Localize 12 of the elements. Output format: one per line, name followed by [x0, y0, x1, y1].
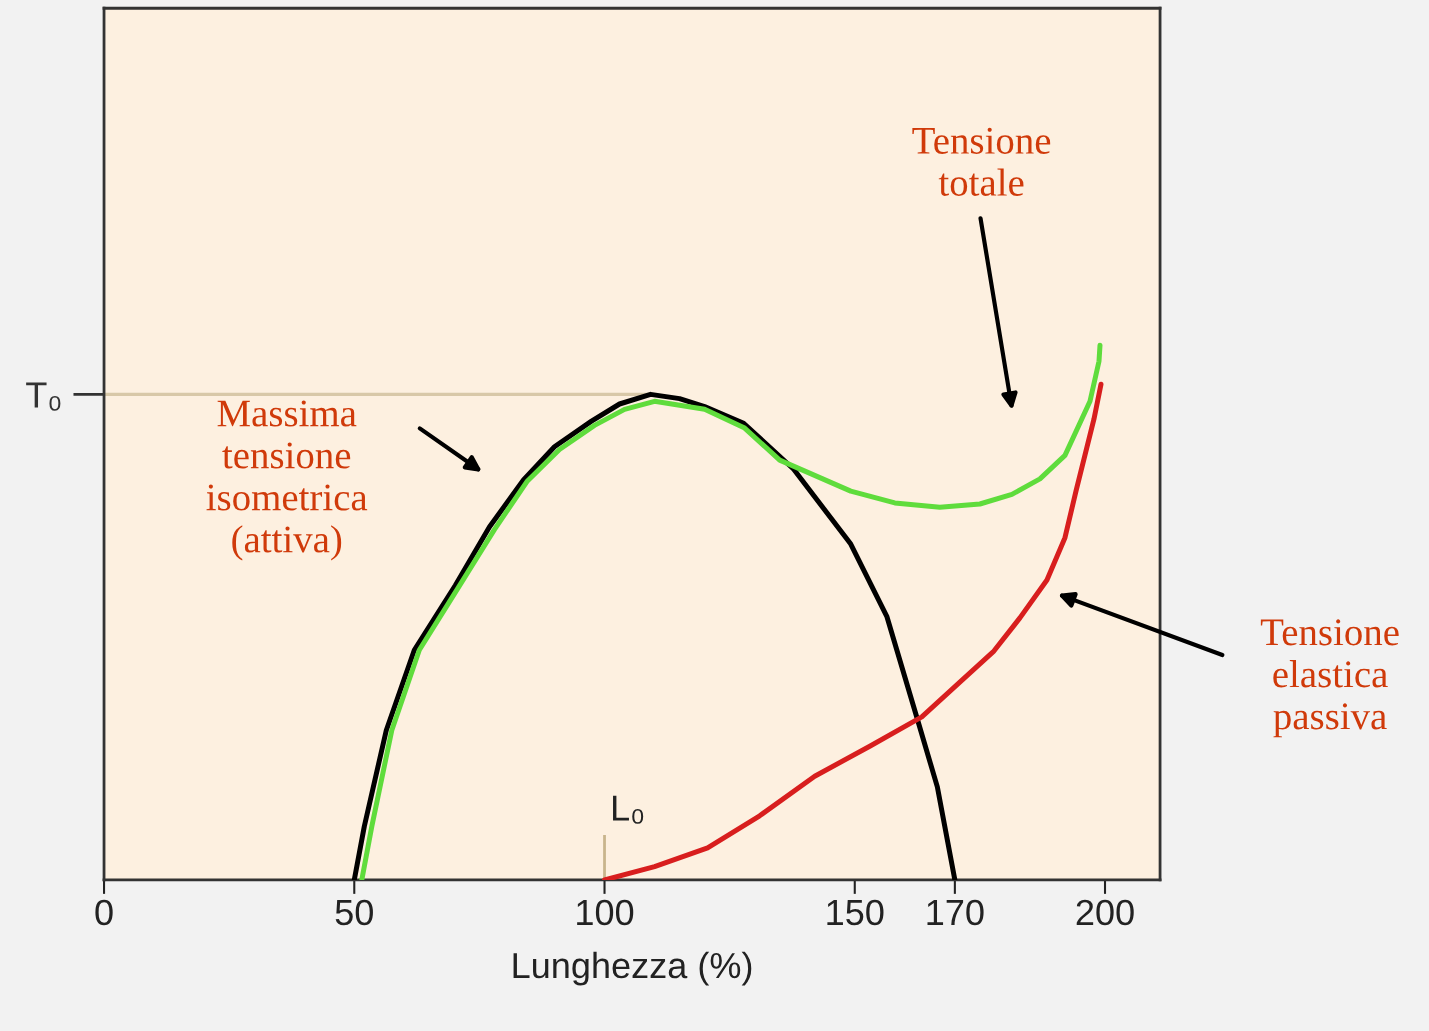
- x-tick-label: 50: [335, 899, 373, 926]
- x-axis-title: Lunghezza (%): [513, 951, 752, 986]
- ref-line-label: L₀: [613, 795, 644, 824]
- x-tick-label: 0: [95, 899, 113, 926]
- annotation: Massima tensione isometrica (attiva): [206, 400, 368, 561]
- x-tick-label: 200: [1076, 899, 1134, 926]
- ref-line-label: T₀: [26, 382, 61, 411]
- text: Tensione elastica passiva: [1260, 619, 1399, 738]
- x-tick-label: 150: [827, 899, 884, 926]
- x-tick-label: 100: [577, 899, 634, 926]
- text: Tensione totale: [912, 127, 1051, 196]
- x-tick-label: 170: [927, 899, 984, 926]
